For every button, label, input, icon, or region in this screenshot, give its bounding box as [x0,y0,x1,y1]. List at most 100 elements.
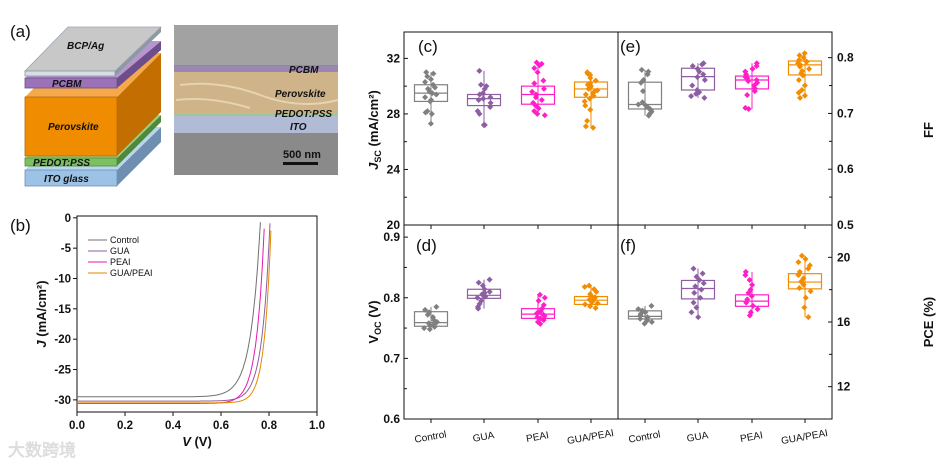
y-axis-title-pce: PCE (%) [921,297,936,348]
data-point [422,94,429,101]
data-point [483,83,490,90]
data-point [753,60,760,67]
layer-label: PEDOT:PSS [33,158,90,169]
data-point [801,304,808,311]
data-point [427,120,434,127]
x-tick-label: PEAI [525,430,549,445]
data-point [426,309,433,316]
data-point [748,293,755,300]
data-point [796,268,803,275]
data-point [803,58,810,65]
data-point [592,305,599,312]
data-point [645,68,652,75]
data-point [640,88,647,95]
data-point [481,289,488,296]
data-point [805,314,812,321]
data-point [422,306,429,313]
data-point [746,276,753,283]
data-point [428,97,435,104]
y-tick-label: -25 [54,365,71,377]
data-point [474,108,481,115]
data-point [587,106,594,113]
data-point [430,70,437,77]
data-point [423,69,430,76]
y-tick-label: 20 [387,218,401,232]
data-point [587,291,594,298]
jv-chart: (b) J (mA/cm²) V (V) 0 -5 -10 -15 -20 -25 -30 0… [10,213,325,449]
sem-label: Perovskite [275,89,326,100]
data-point [699,270,706,277]
layer-label: Perovskite [48,122,99,133]
data-point [688,93,695,100]
y-tick-label: 0.9 [383,230,400,244]
y-tick-label: 0.8 [837,51,854,65]
data-point [424,108,431,115]
data-point [540,302,547,309]
y-tick-label: 0.7 [383,351,400,365]
data-point [590,124,597,131]
y-tick-label: 20 [837,250,851,264]
sem-cross-section: PCBM Perovskite PEDOT:PSS ITO 500 nm [174,25,339,175]
data-point [697,294,704,301]
data-point [582,91,589,98]
y-tick-label: 0 [65,213,71,225]
data-point [541,294,548,301]
data-point [540,85,547,92]
data-point [479,90,486,97]
y-axis-title-ff: FF [921,122,936,138]
data-point [806,262,813,269]
data-point [424,85,431,92]
data-point [582,301,589,308]
data-point [691,289,698,296]
data-point [475,97,482,104]
data-point [800,275,807,282]
data-point [749,281,756,288]
x-tick-label: 0.4 [165,420,182,432]
data-point [690,265,697,272]
sem-label: ITO [290,122,307,133]
data-point [582,123,589,130]
data-point [533,59,540,66]
data-point [534,314,541,321]
data-point [474,294,481,301]
box-peai [520,85,556,105]
data-point [637,315,644,322]
y-tick-label: -5 [61,243,72,255]
data-point [639,99,646,106]
data-point [700,60,707,67]
box-peai [734,75,770,90]
data-point [801,50,808,57]
data-point [477,81,484,88]
y-tick-label: -20 [54,334,71,346]
layer-label: ITO glass [44,174,89,185]
data-point [644,314,651,321]
data-point [584,69,591,76]
data-point [807,288,814,295]
data-point [742,268,749,275]
sem-label: PEDOT:PSS [275,109,332,120]
sem-label: PCBM [289,65,319,76]
data-point [427,76,434,83]
legend-label: GUA/PEAI [110,268,153,278]
data-point [797,61,804,68]
data-point [428,110,435,117]
data-point [694,74,701,81]
data-point [536,291,543,298]
y-tick-label: 0.7 [837,106,854,120]
data-point [594,300,601,307]
data-point [696,276,703,283]
data-point [581,98,588,105]
data-point [532,91,539,98]
data-point [581,283,588,290]
data-point [486,276,493,283]
x-tick-label: 0.2 [117,420,133,432]
jv-curve-control [77,222,261,398]
data-point [534,319,541,325]
data-point [635,306,642,313]
data-point [433,303,440,310]
data-point [582,102,589,109]
x-tick-label: 0.6 [213,420,229,432]
data-point [480,122,487,129]
